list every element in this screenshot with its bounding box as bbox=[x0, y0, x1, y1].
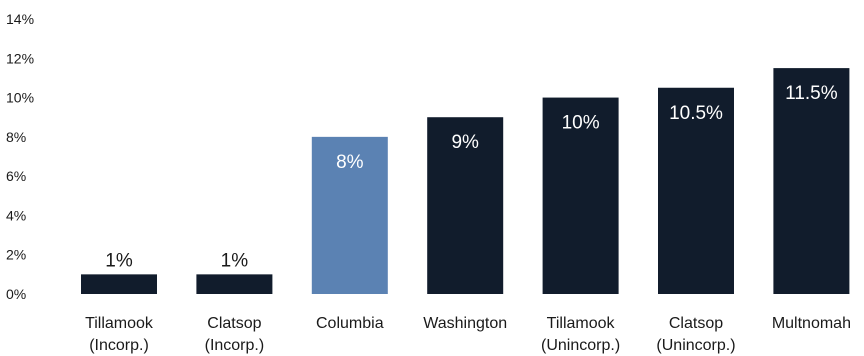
data-label: 9% bbox=[451, 132, 479, 153]
y-tick-label: 8% bbox=[6, 129, 26, 145]
y-tick-label: 12% bbox=[6, 50, 34, 66]
data-label: 10.5% bbox=[669, 103, 723, 124]
bar bbox=[81, 274, 157, 294]
x-category-label: (Incorp.) bbox=[205, 337, 265, 354]
x-category-label: Multnomah bbox=[772, 315, 851, 332]
bar bbox=[427, 117, 504, 294]
y-tick-label: 6% bbox=[6, 168, 26, 184]
y-tick-label: 14% bbox=[6, 11, 34, 27]
bars bbox=[81, 68, 850, 294]
x-category-label: (Unincorp.) bbox=[541, 337, 620, 354]
bar bbox=[658, 87, 734, 294]
y-tick-label: 10% bbox=[6, 90, 34, 106]
x-category-label: Clatsop bbox=[669, 315, 723, 332]
x-category-label: (Incorp.) bbox=[89, 337, 149, 354]
x-category-label: Tillamook bbox=[547, 315, 616, 332]
x-category-label: Tillamook bbox=[85, 315, 154, 332]
data-label: 10% bbox=[562, 113, 600, 134]
bar bbox=[311, 136, 388, 294]
data-label: 1% bbox=[221, 250, 249, 271]
x-category-label: Columbia bbox=[316, 315, 384, 332]
x-category-label: Washington bbox=[423, 315, 507, 332]
y-axis: 0% 2% 4% 6% 8% 10% 12% 14% bbox=[6, 11, 34, 302]
bar bbox=[196, 274, 273, 294]
y-tick-label: 0% bbox=[6, 286, 26, 302]
y-tick-label: 4% bbox=[6, 207, 26, 223]
x-axis: Tillamook (Incorp.) Clatsop (Incorp.) Columb… bbox=[85, 315, 851, 354]
bar bbox=[542, 97, 619, 294]
data-label: 1% bbox=[105, 250, 133, 271]
y-tick-label: 2% bbox=[6, 247, 26, 263]
data-labels: 1% 1% 8% 9% 10% 10.5% 11.5% bbox=[105, 83, 837, 271]
x-category-label: (Unincorp.) bbox=[656, 337, 735, 354]
x-category-label: Clatsop bbox=[207, 315, 261, 332]
data-label: 11.5% bbox=[785, 83, 838, 104]
data-label: 8% bbox=[336, 152, 364, 173]
bar bbox=[773, 68, 850, 294]
